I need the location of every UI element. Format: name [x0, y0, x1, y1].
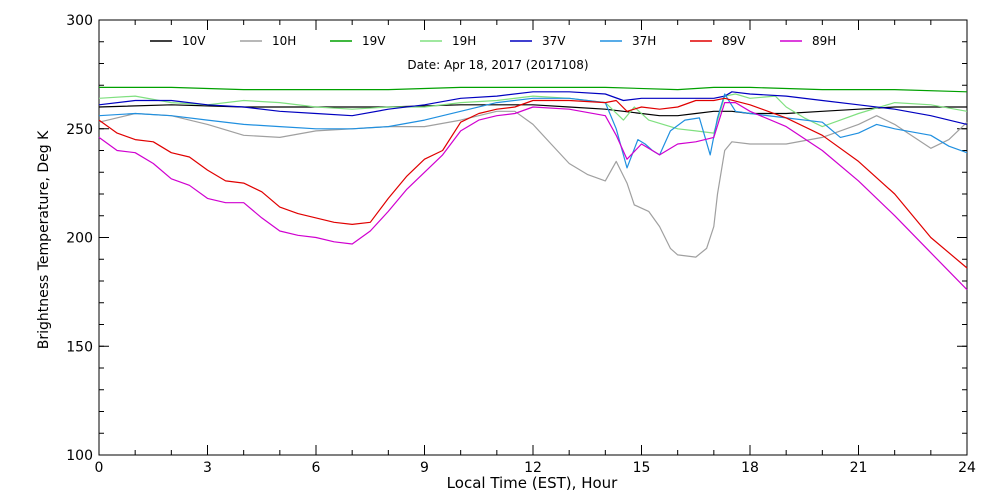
legend-label-19v: 19V: [362, 34, 386, 48]
series-line-10v: [98, 104, 967, 117]
x-tick-label: 24: [958, 460, 976, 476]
x-tick-label: 18: [741, 460, 759, 476]
x-tick-label: 0: [95, 460, 104, 476]
legend-label-89v: 89V: [722, 34, 746, 48]
series-line-89v: [98, 97, 968, 269]
series-line-37h: [98, 93, 968, 169]
series-line-37v: [98, 91, 968, 125]
y-tick-label: 250: [66, 122, 93, 138]
x-tick-label: 15: [633, 460, 651, 476]
y-tick-label: 200: [66, 231, 93, 247]
series-line-19v: [99, 86, 968, 93]
y-tick-label: 100: [66, 448, 93, 464]
x-tick-label: 9: [420, 460, 429, 476]
series-line-19h: [98, 93, 968, 134]
legend-label-19h: 19H: [452, 34, 476, 48]
series-line-10h: [98, 110, 968, 258]
legend: 10V 10H 19V 19H 37V 37H 89V 89H: [150, 34, 836, 48]
x-tick-label: 21: [850, 460, 868, 476]
legend-label-37h: 37H: [632, 34, 656, 48]
legend-label-10h: 10H: [272, 34, 296, 48]
legend-label-37v: 37V: [542, 34, 566, 48]
x-tick-label: 12: [524, 460, 542, 476]
x-axis-label: Local Time (EST), Hour: [447, 474, 618, 492]
y-tick-label: 150: [66, 339, 93, 355]
legend-label-89h: 89H: [812, 34, 836, 48]
series-lines: [98, 86, 968, 291]
legend-label-10v: 10V: [182, 34, 206, 48]
axis-ticks: 0 3 6 9 12 15 18 21 24 100 150 200 250 300: [66, 13, 976, 476]
y-axis-label: Brightness Temperature, Deg K: [36, 130, 52, 349]
x-tick-label: 3: [203, 460, 212, 476]
x-tick-label: 6: [312, 460, 321, 476]
chart-subtitle: Date: Apr 18, 2017 (2017108): [407, 58, 588, 72]
y-tick-label: 300: [66, 13, 93, 29]
series-line-89h: [98, 102, 968, 291]
